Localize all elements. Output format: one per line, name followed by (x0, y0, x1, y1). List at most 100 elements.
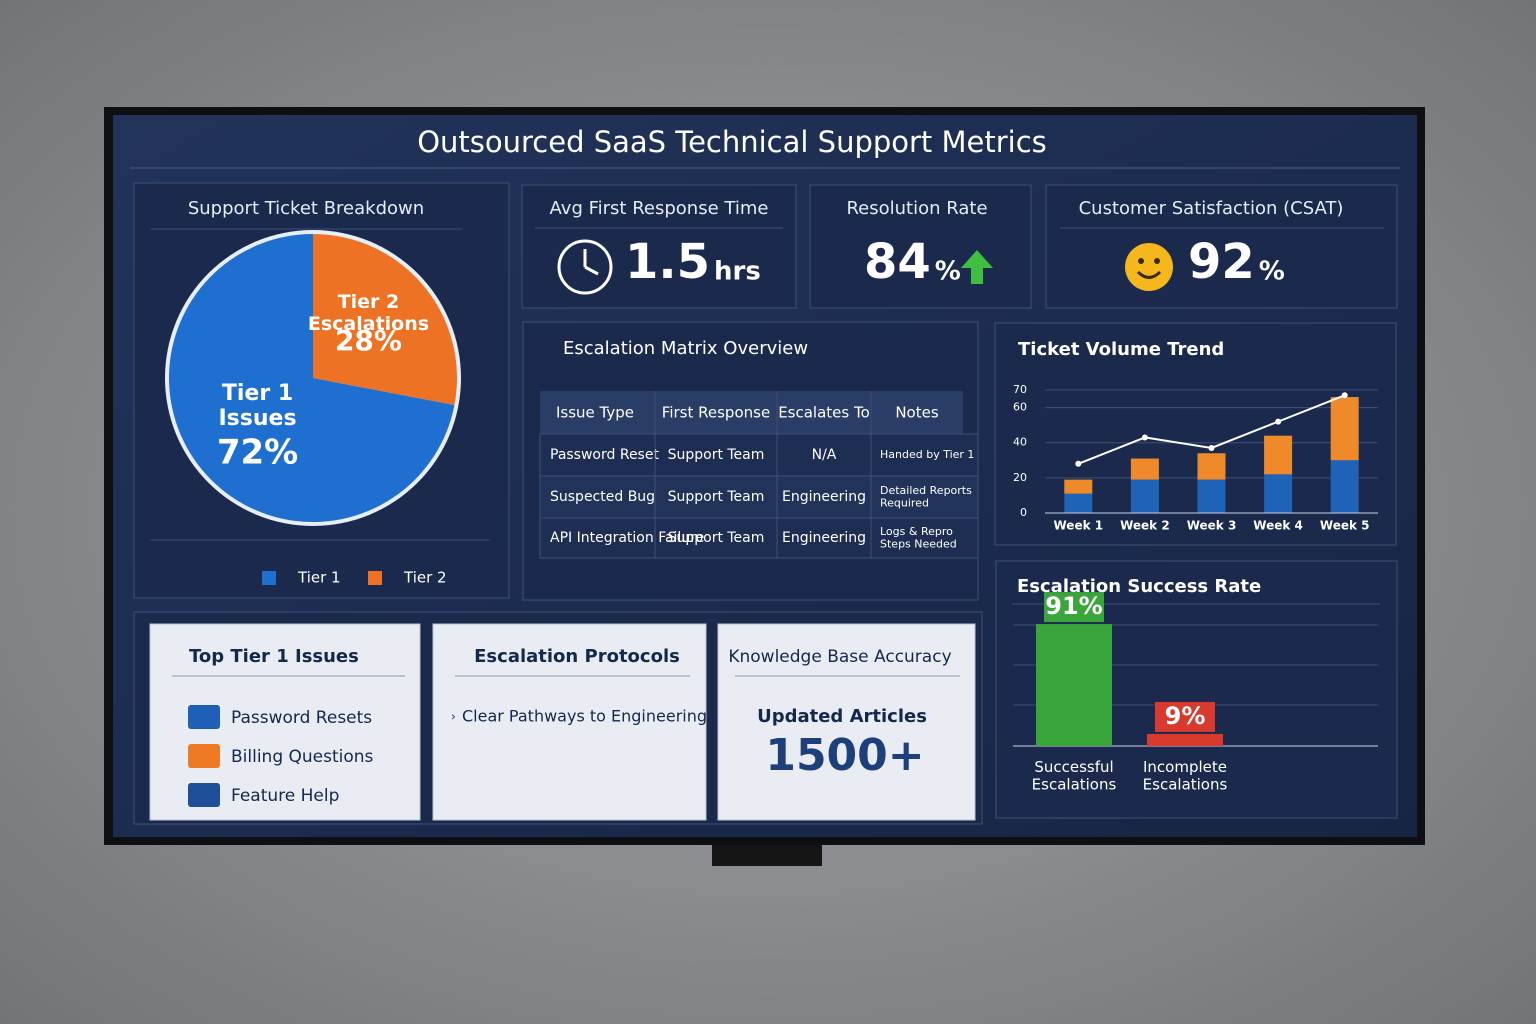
card-item: Password Resets (231, 708, 372, 728)
table-row-bg (539, 433, 979, 477)
x-tick-label: Week 5 (1320, 519, 1370, 533)
trend-point (1275, 418, 1282, 425)
kpi-unit: % (1259, 257, 1285, 287)
value-label: 91% (1045, 592, 1102, 620)
pie-slice (169, 234, 455, 522)
page-title: Outsourced SaaS Technical Support Metric… (417, 125, 1047, 159)
table-cell: Handed by Tier 1 (880, 448, 974, 461)
kpi-title: Avg First Response Time (550, 198, 769, 219)
cards (149, 623, 976, 821)
smiley-icon (1125, 243, 1173, 291)
slice-value: 28% (335, 324, 402, 357)
bar (1036, 624, 1112, 746)
bar-segment (1197, 453, 1226, 480)
table-cell: API Integration Failure (550, 530, 704, 546)
x-tick-label: Successful Escalations (1032, 758, 1117, 793)
kpi-value: 84 (864, 234, 931, 290)
legend-label: Tier 2 (403, 569, 447, 587)
card (432, 623, 707, 821)
x-tick-label: Incomplete Escalations (1143, 758, 1228, 793)
kpi-value: 1.5 (625, 234, 710, 290)
mail-icon (188, 705, 220, 729)
table-header-bg (540, 391, 963, 434)
card-label: Updated Articles (757, 706, 927, 727)
slice-label: Tier 1 Issues (218, 381, 296, 431)
table-cell: N/A (812, 447, 837, 463)
bar-segment (1330, 460, 1359, 513)
legend-swatch (368, 571, 382, 585)
card-title: Escalation Protocols (474, 646, 680, 667)
bar-segment (1130, 458, 1159, 480)
panel-title: Escalation Matrix Overview (563, 338, 808, 359)
bar-segment (1264, 474, 1293, 513)
card-item: Clear Pathways to Engineering (462, 707, 707, 726)
table-header: Escalates To (778, 404, 870, 422)
bar-segment (1330, 397, 1359, 461)
x-tick-label: Week 1 (1054, 519, 1104, 533)
card-item: Billing Questions (231, 747, 374, 767)
value-label: 9% (1165, 702, 1206, 730)
x-tick-label: Week 2 (1120, 519, 1170, 533)
card-item: Feature Help (231, 786, 339, 806)
table-cell: Logs & Repro Steps Needed (880, 525, 957, 551)
kpi-unit: % (935, 257, 961, 287)
table-cell: Engineering (782, 489, 866, 505)
table-header: First Response (662, 404, 770, 422)
billing-icon (188, 744, 220, 768)
panel-title: Escalation Success Rate (1017, 576, 1261, 597)
table-cell: Support Team (668, 489, 765, 505)
bar-segment (1130, 479, 1159, 513)
help-icon (188, 783, 220, 807)
trend-point (1075, 460, 1082, 467)
card-title: Top Tier 1 Issues (189, 646, 359, 667)
bar-segment (1064, 479, 1093, 494)
bar-segment (1197, 479, 1226, 513)
legend-swatch (262, 571, 276, 585)
table-row-bg (539, 517, 979, 559)
y-tick-label: 0 (1020, 506, 1027, 519)
kpi-value: 92 (1188, 234, 1255, 290)
value-badge (1155, 701, 1215, 732)
x-tick-label: Week 3 (1187, 519, 1237, 533)
table-row-bg (539, 475, 979, 519)
bar-segment (1264, 435, 1293, 475)
table-cell: Engineering (782, 530, 866, 546)
panel-title: Ticket Volume Trend (1018, 339, 1224, 360)
bullet: › (451, 710, 456, 724)
card-title: Knowledge Base Accuracy (728, 647, 951, 667)
table-cell: Detailed Reports Required (880, 484, 972, 510)
y-tick-label: 60 (1013, 401, 1027, 414)
table-header: Notes (895, 404, 939, 422)
legend-label: Tier 1 (297, 569, 341, 587)
clock-icon (557, 239, 613, 295)
panel-title: Support Ticket Breakdown (188, 198, 424, 219)
y-tick-label: 20 (1013, 471, 1027, 484)
card (717, 623, 976, 821)
trend-point (1141, 434, 1148, 441)
y-tick-label: 40 (1013, 436, 1027, 449)
kpi-panel (809, 184, 1032, 309)
card-value: 1500+ (765, 730, 924, 781)
bar (1147, 733, 1223, 746)
table-cell: Support Team (668, 530, 765, 546)
table-cell: Password Reset (550, 447, 659, 463)
trend-point (1341, 392, 1348, 399)
pie-slice (313, 234, 457, 405)
table-header: Issue Type (556, 404, 634, 422)
trend-panel (994, 322, 1397, 546)
kpi-title: Resolution Rate (846, 198, 987, 219)
slice-value: 72% (217, 432, 298, 472)
y-tick-label: 70 (1013, 383, 1027, 396)
kpi-title: Customer Satisfaction (CSAT) (1079, 198, 1344, 219)
table-cell: Support Team (668, 447, 765, 463)
trend-point (1208, 444, 1215, 451)
kpi-panel (1045, 184, 1398, 309)
value-badge (1044, 592, 1104, 623)
kpi-unit: hrs (714, 257, 761, 287)
up-arrow-icon (961, 250, 993, 284)
bar-segment (1064, 493, 1093, 513)
x-tick-label: Week 4 (1253, 519, 1303, 533)
table-cell: Suspected Bug (550, 489, 655, 505)
